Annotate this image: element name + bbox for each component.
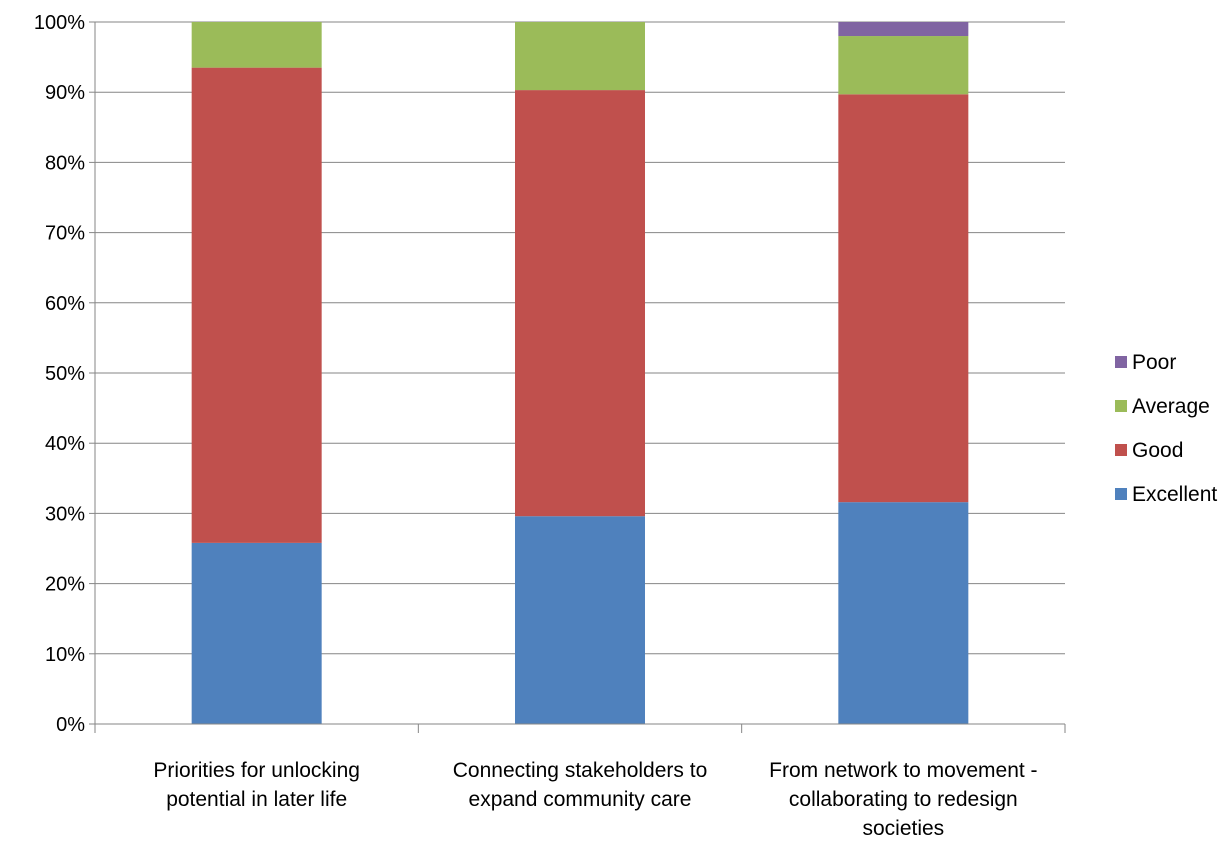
bar-segment-average <box>838 36 969 95</box>
bar-segment-good <box>838 94 969 503</box>
y-tick-label: 90% <box>45 82 85 104</box>
y-tick-label: 60% <box>45 293 85 315</box>
legend-item-average: Average <box>1115 395 1210 418</box>
y-tick-label: 70% <box>45 223 85 245</box>
legend-swatch <box>1115 488 1127 500</box>
category-label: Connecting stakeholders to expand communi… <box>453 759 708 811</box>
bar-segment-poor <box>838 22 969 37</box>
y-tick-labels: 0% 10% 20% 30% 40% 50% 60% 70% 80% 90% 100% <box>34 12 85 736</box>
legend-item-good: Good <box>1115 439 1183 462</box>
category-label: From network to movement - collaborating … <box>769 759 1037 840</box>
category-label-line: societies <box>862 817 944 840</box>
legend-label: Good <box>1132 439 1183 462</box>
category-label-line: From network to movement - <box>769 759 1037 782</box>
y-tick-label: 10% <box>45 644 85 666</box>
bar-segment-good <box>515 90 645 517</box>
bar-segment-excellent <box>515 516 645 724</box>
y-tick-label: 40% <box>45 433 85 455</box>
bar-segment-average <box>191 22 322 68</box>
legend-label: Average <box>1132 395 1210 418</box>
legend-swatch <box>1115 444 1127 456</box>
y-tick-label: 80% <box>45 152 85 174</box>
bar-segment-average <box>515 22 645 91</box>
category-label-line: expand community care <box>469 788 692 811</box>
y-tick-label: 20% <box>45 574 85 596</box>
axes <box>89 21 1066 733</box>
legend-item-poor: Poor <box>1115 351 1176 374</box>
legend-label: Excellent <box>1132 483 1217 506</box>
y-tick-label: 100% <box>34 12 85 34</box>
category-label-line: collaborating to redesign <box>789 788 1018 811</box>
bar-segment-excellent <box>191 542 322 724</box>
category-label-line: Connecting stakeholders to <box>453 759 708 782</box>
legend-label: Poor <box>1132 351 1176 374</box>
legend-swatch <box>1115 356 1127 368</box>
y-tick-label: 0% <box>56 714 85 736</box>
legend-swatch <box>1115 400 1127 412</box>
bars <box>191 22 969 724</box>
category-labels: Priorities for unlocking potential in lat… <box>153 759 1037 840</box>
bar-segment-good <box>191 67 322 543</box>
category-label: Priorities for unlocking potential in lat… <box>153 759 360 811</box>
category-label-line: Priorities for unlocking <box>153 759 360 782</box>
bar-segment-excellent <box>838 502 969 724</box>
y-tick-label: 50% <box>45 363 85 385</box>
legend-item-excellent: Excellent <box>1115 483 1217 506</box>
legend: Poor Average Good Excellent <box>1115 351 1217 506</box>
y-tick-label: 30% <box>45 503 85 525</box>
category-label-line: potential in later life <box>166 788 347 811</box>
